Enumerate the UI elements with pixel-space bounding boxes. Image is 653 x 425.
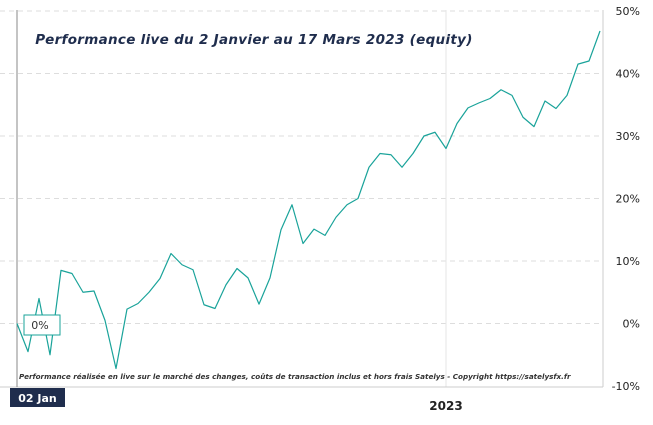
grid-lines [0,10,603,387]
start-flag-label: 0% [31,319,48,332]
y-tick-label: 30% [616,130,640,143]
chart-title: Performance live du 2 Janvier au 17 Mars… [35,32,472,48]
y-tick-label: 10% [616,255,640,268]
start-flag: 0% [23,314,61,336]
equity-series-line [16,30,601,370]
y-axis-ticks: -10% 0% 10% 20% 30% 40% 50% [612,5,640,393]
x-tick-label: 2023 [429,399,462,413]
crosshair-x-label-text: 02 Jan [18,392,56,405]
crosshair-x-label-box [10,388,65,407]
crosshair-x-label: 02 Jan [10,388,65,407]
y-tick-label: -10% [612,380,640,393]
y-tick-label: 40% [616,68,640,81]
y-tick-label: 0% [623,318,640,331]
chart-annotation: Performance réalisée en live sur le marc… [19,372,571,381]
x-axis-ticks: 2023Mar [429,399,462,413]
y-tick-label: 20% [616,193,640,206]
y-tick-label: 50% [616,5,640,18]
start-flag-box [23,314,61,336]
